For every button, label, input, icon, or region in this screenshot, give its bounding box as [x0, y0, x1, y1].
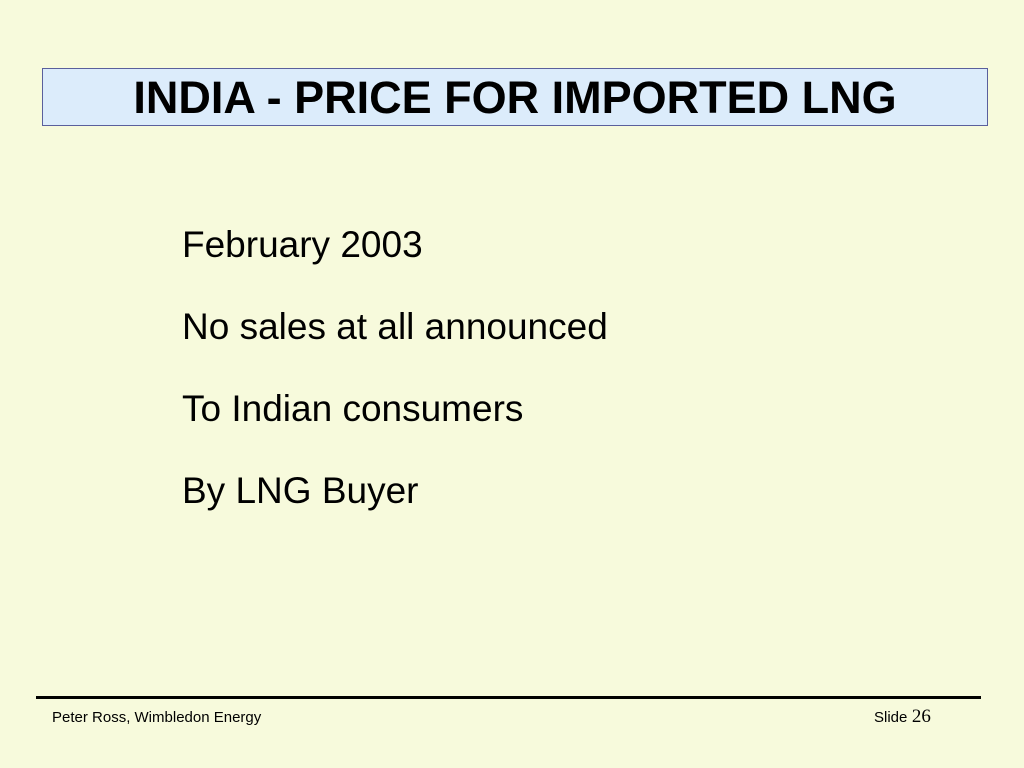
body-line-buyer: By LNG Buyer [182, 470, 419, 511]
slide-title: INDIA - PRICE FOR IMPORTED LNG [133, 71, 897, 123]
body-text: February 2003 No sales at all announced … [182, 224, 608, 552]
body-line-sales: No sales at all announced [182, 306, 608, 347]
body-line-date: February 2003 [182, 224, 423, 265]
title-box: INDIA - PRICE FOR IMPORTED LNG [42, 68, 988, 126]
slide-number: 26 [911, 706, 931, 727]
footer-slide-number: Slide 26 [874, 706, 931, 728]
body-line-consumers: To Indian consumers [182, 388, 524, 429]
footer-author: Peter Ross, Wimbledon Energy [52, 709, 262, 726]
slide-label: Slide [874, 709, 908, 726]
footer-divider [36, 696, 981, 699]
